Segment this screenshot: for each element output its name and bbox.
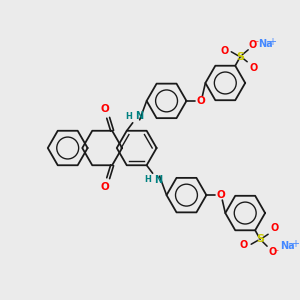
Text: O: O xyxy=(240,240,248,250)
Text: O: O xyxy=(220,46,228,56)
Text: Na: Na xyxy=(280,241,295,251)
Text: S: S xyxy=(256,234,264,244)
Text: O: O xyxy=(216,190,225,200)
Text: S: S xyxy=(236,52,244,62)
Text: +: + xyxy=(291,239,299,249)
Text: O: O xyxy=(268,247,276,257)
Text: H: H xyxy=(145,175,152,184)
Text: Na: Na xyxy=(258,39,273,49)
Text: N: N xyxy=(154,175,163,185)
Text: N: N xyxy=(135,111,143,121)
Text: ⁻: ⁻ xyxy=(273,248,278,258)
Text: O: O xyxy=(196,96,205,106)
Text: O: O xyxy=(101,182,110,192)
Text: +: + xyxy=(268,37,276,47)
Text: H: H xyxy=(125,112,132,121)
Text: O: O xyxy=(249,63,257,73)
Text: O: O xyxy=(101,104,110,114)
Text: O: O xyxy=(270,223,278,233)
Text: ⁻: ⁻ xyxy=(253,39,258,49)
Text: O: O xyxy=(248,40,256,50)
